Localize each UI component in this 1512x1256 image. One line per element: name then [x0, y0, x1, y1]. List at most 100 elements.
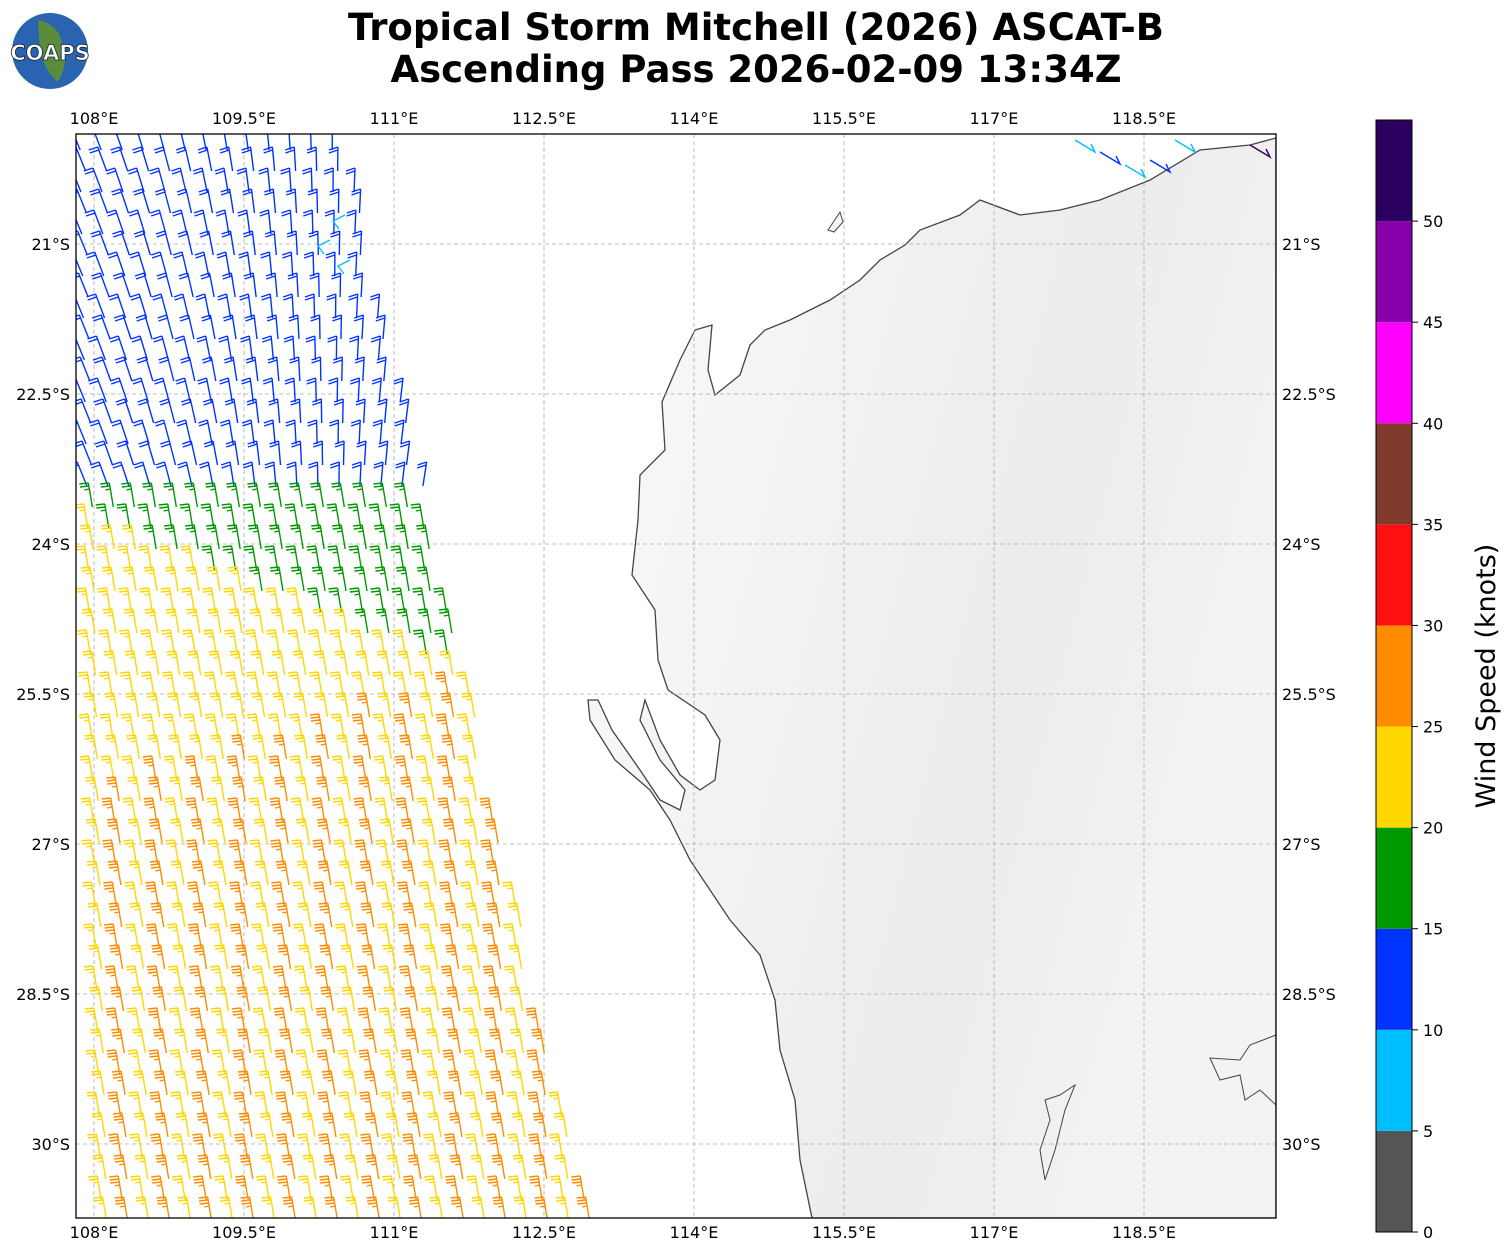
barb-shape	[190, 776, 204, 802]
colorbar-segment	[1376, 1029, 1412, 1131]
wind-barb	[533, 1154, 548, 1180]
barb-shape	[528, 1133, 543, 1159]
barb-shape	[467, 986, 482, 1012]
wind-barb	[233, 860, 248, 886]
wind-barb	[525, 1007, 540, 1033]
barb-shape	[148, 1049, 163, 1075]
barb-shape	[309, 713, 324, 739]
barb-shape	[331, 134, 333, 151]
wind-barb	[171, 209, 188, 235]
barb-shape	[386, 1154, 401, 1180]
wind-barb	[428, 1154, 443, 1180]
wind-barb	[296, 860, 311, 886]
wind-barb	[503, 923, 517, 949]
barb-shape	[148, 818, 163, 844]
wind-barb	[76, 587, 91, 613]
barb-shape	[81, 839, 96, 865]
wind-barb	[240, 377, 254, 403]
barb-shape	[307, 419, 318, 445]
barb-shape	[441, 1007, 456, 1033]
barb-shape	[189, 734, 204, 760]
wind-barb	[128, 209, 146, 235]
wind-barb	[188, 965, 203, 991]
barb-shape	[180, 356, 196, 382]
wind-barb	[105, 734, 120, 760]
wind-barb	[382, 1175, 396, 1201]
wind-barb	[80, 797, 95, 823]
barb-shape	[251, 692, 266, 718]
wind-barb	[83, 692, 98, 718]
barb-shape	[133, 1112, 148, 1138]
barb-shape	[197, 146, 213, 172]
barb-shape	[507, 1133, 522, 1159]
wind-barb	[224, 629, 238, 655]
wind-barb	[412, 587, 427, 613]
wind-barb	[206, 566, 221, 592]
wind-barb	[426, 1028, 440, 1054]
wind-barb	[399, 440, 411, 466]
wind-barb	[251, 692, 266, 718]
barb-shape	[246, 671, 260, 697]
wind-barb	[502, 881, 517, 907]
wind-barb	[187, 650, 202, 676]
barb-shape	[370, 587, 385, 613]
barb-shape	[163, 482, 178, 508]
barb-shape	[400, 818, 415, 844]
wind-barb	[360, 1133, 375, 1159]
barb-shape	[269, 566, 284, 592]
wind-barb	[262, 377, 275, 403]
wind-barb	[293, 965, 308, 991]
wind-barb	[269, 566, 284, 592]
wind-barb	[398, 923, 412, 949]
wind-barb	[348, 293, 359, 319]
barb-shape	[276, 902, 291, 928]
wind-barb	[286, 461, 298, 487]
barb-shape	[353, 314, 364, 340]
barb-shape	[294, 734, 309, 760]
barb-shape	[234, 1133, 249, 1159]
barb-shape	[129, 251, 147, 277]
barb-shape	[128, 860, 143, 886]
barb-shape	[349, 335, 360, 361]
wind-barb	[149, 167, 166, 193]
barb-shape	[526, 1049, 541, 1075]
wind-barb	[130, 944, 145, 970]
wind-barb	[329, 419, 340, 445]
wind-barb	[402, 1133, 417, 1159]
wind-barb	[248, 566, 263, 592]
barb-shape	[125, 965, 140, 991]
wind-barb	[139, 587, 154, 613]
wind-barb	[379, 776, 393, 802]
wind-barb	[100, 755, 115, 781]
barb-shape	[311, 566, 326, 592]
wind-barb	[440, 965, 455, 991]
wind-barb	[356, 965, 371, 991]
wind-barb	[185, 566, 200, 592]
barb-shape	[184, 755, 199, 781]
wind-barb	[219, 377, 233, 403]
wind-barb	[394, 482, 409, 508]
wind-barb	[284, 377, 296, 403]
barb-shape	[228, 608, 243, 634]
wind-barb	[279, 1028, 293, 1054]
wind-barb	[118, 587, 133, 613]
barb-shape	[213, 1133, 228, 1159]
barb-shape	[267, 671, 281, 697]
barb-shape	[267, 713, 282, 739]
wind-barb	[333, 356, 343, 382]
barb-shape	[361, 1175, 375, 1201]
barb-shape	[505, 1049, 520, 1075]
barb-shape	[310, 482, 325, 508]
wind-barb	[159, 134, 165, 151]
barb-shape	[150, 251, 168, 277]
barb-shape	[111, 1028, 125, 1054]
wind-barb	[361, 1175, 375, 1201]
barb-shape	[263, 419, 276, 445]
wind-barb	[365, 1154, 380, 1180]
barb-shape	[248, 797, 263, 823]
wind-barb	[166, 881, 181, 907]
barb-shape	[254, 860, 269, 886]
barb-shape	[111, 188, 130, 214]
barb-shape	[283, 335, 296, 361]
wind-barb	[466, 944, 481, 970]
